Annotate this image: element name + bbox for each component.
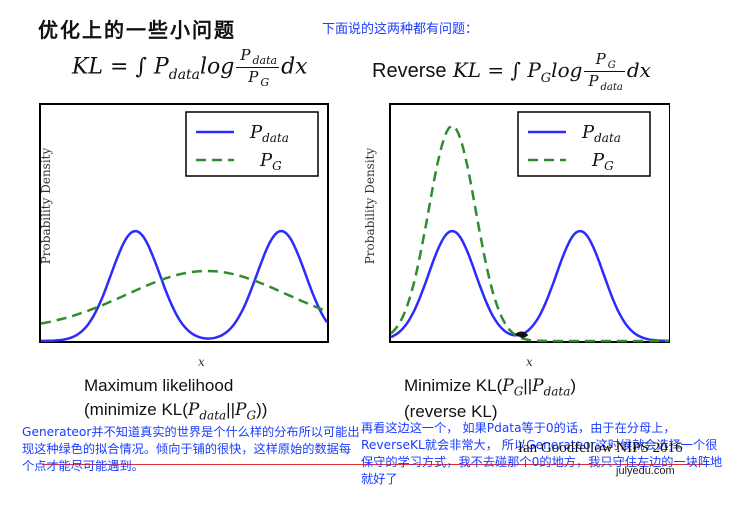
kl-formula-log: log bbox=[200, 54, 235, 80]
left-plot-frame bbox=[39, 103, 329, 343]
left-legend-pdata-label: Pdata bbox=[249, 122, 289, 145]
left-legend bbox=[185, 111, 319, 177]
reverse-kl-frac-den: P bbox=[588, 72, 599, 90]
reverse-kl-frac-den-sub: data bbox=[600, 82, 623, 93]
right-y-axis-label: Probability Density bbox=[363, 148, 377, 265]
kl-formula-lhs: KL = ∫ P bbox=[72, 54, 169, 80]
kl-formula-dx: dx bbox=[281, 54, 308, 80]
right-legend-pg-label: PG bbox=[591, 150, 614, 173]
left-note: Generateor并不知道真实的世界是个什么样的分布所以可能出现这种绿色的拟合… bbox=[22, 425, 360, 473]
left-pg-curve bbox=[40, 269, 328, 325]
right-density-plot: Probability Density Pdata PG x bbox=[363, 103, 670, 369]
kl-frac-num: P bbox=[240, 46, 251, 64]
header-note: 下面说的这两种都有问题： bbox=[322, 22, 479, 37]
right-note: 再看这边这一个， 如果Pdata等于0的话，由于在分母上，ReverseKL就会… bbox=[361, 421, 723, 486]
left-legend-pg-label: PG bbox=[259, 150, 282, 173]
left-x-axis-label: x bbox=[198, 355, 205, 369]
right-plot-frame bbox=[389, 103, 670, 343]
reverse-kl-prefix: Reverse bbox=[372, 60, 447, 82]
right-caption: Minimize KL(PG||Pdata) (reverse KL) bbox=[404, 374, 576, 424]
reverse-kl-frac-num-sub: G bbox=[607, 60, 616, 71]
reverse-kl-lhs: KL = ∫ P bbox=[446, 58, 541, 82]
site-watermark: julyedu.com bbox=[616, 465, 675, 477]
left-caption: Maximum likelihood (minimize KL(Pdata||P… bbox=[84, 374, 267, 424]
right-x-axis-label: x bbox=[526, 355, 533, 369]
right-caption-line1: Minimize KL(PG||Pdata) bbox=[404, 376, 577, 399]
right-legend bbox=[517, 111, 651, 177]
reverse-kl-sub: G bbox=[540, 71, 552, 86]
right-pdata-curve bbox=[390, 229, 669, 343]
left-density-plot: Probability Density Pdata PG x bbox=[39, 103, 329, 369]
left-pdata-curve bbox=[41, 229, 329, 343]
right-legend-pdata-label: Pdata bbox=[581, 122, 621, 145]
ink-mark bbox=[515, 331, 529, 338]
left-caption-line1: Maximum likelihood bbox=[84, 376, 234, 395]
kl-formula-sub: data bbox=[168, 66, 201, 83]
left-caption-line2: (minimize KL(Pdata||PG)) bbox=[84, 399, 268, 423]
reverse-kl-log: log bbox=[551, 58, 583, 82]
left-y-axis-label: Probability Density bbox=[39, 148, 53, 265]
kl-frac-den-sub: G bbox=[260, 76, 270, 89]
page-title: 优化上的一些小问题 bbox=[38, 18, 236, 42]
reverse-kl-dx: dx bbox=[626, 58, 651, 82]
credit-text: Ian Goodfellow NIPS 2016 bbox=[518, 440, 683, 456]
right-pg-curve bbox=[390, 124, 669, 343]
reverse-kl-frac-num: P bbox=[595, 50, 606, 68]
kl-frac-num-sub: data bbox=[252, 54, 278, 67]
kl-frac-den: P bbox=[248, 68, 259, 86]
right-caption-line2: (reverse KL) bbox=[404, 402, 498, 422]
red-underline bbox=[42, 464, 710, 465]
